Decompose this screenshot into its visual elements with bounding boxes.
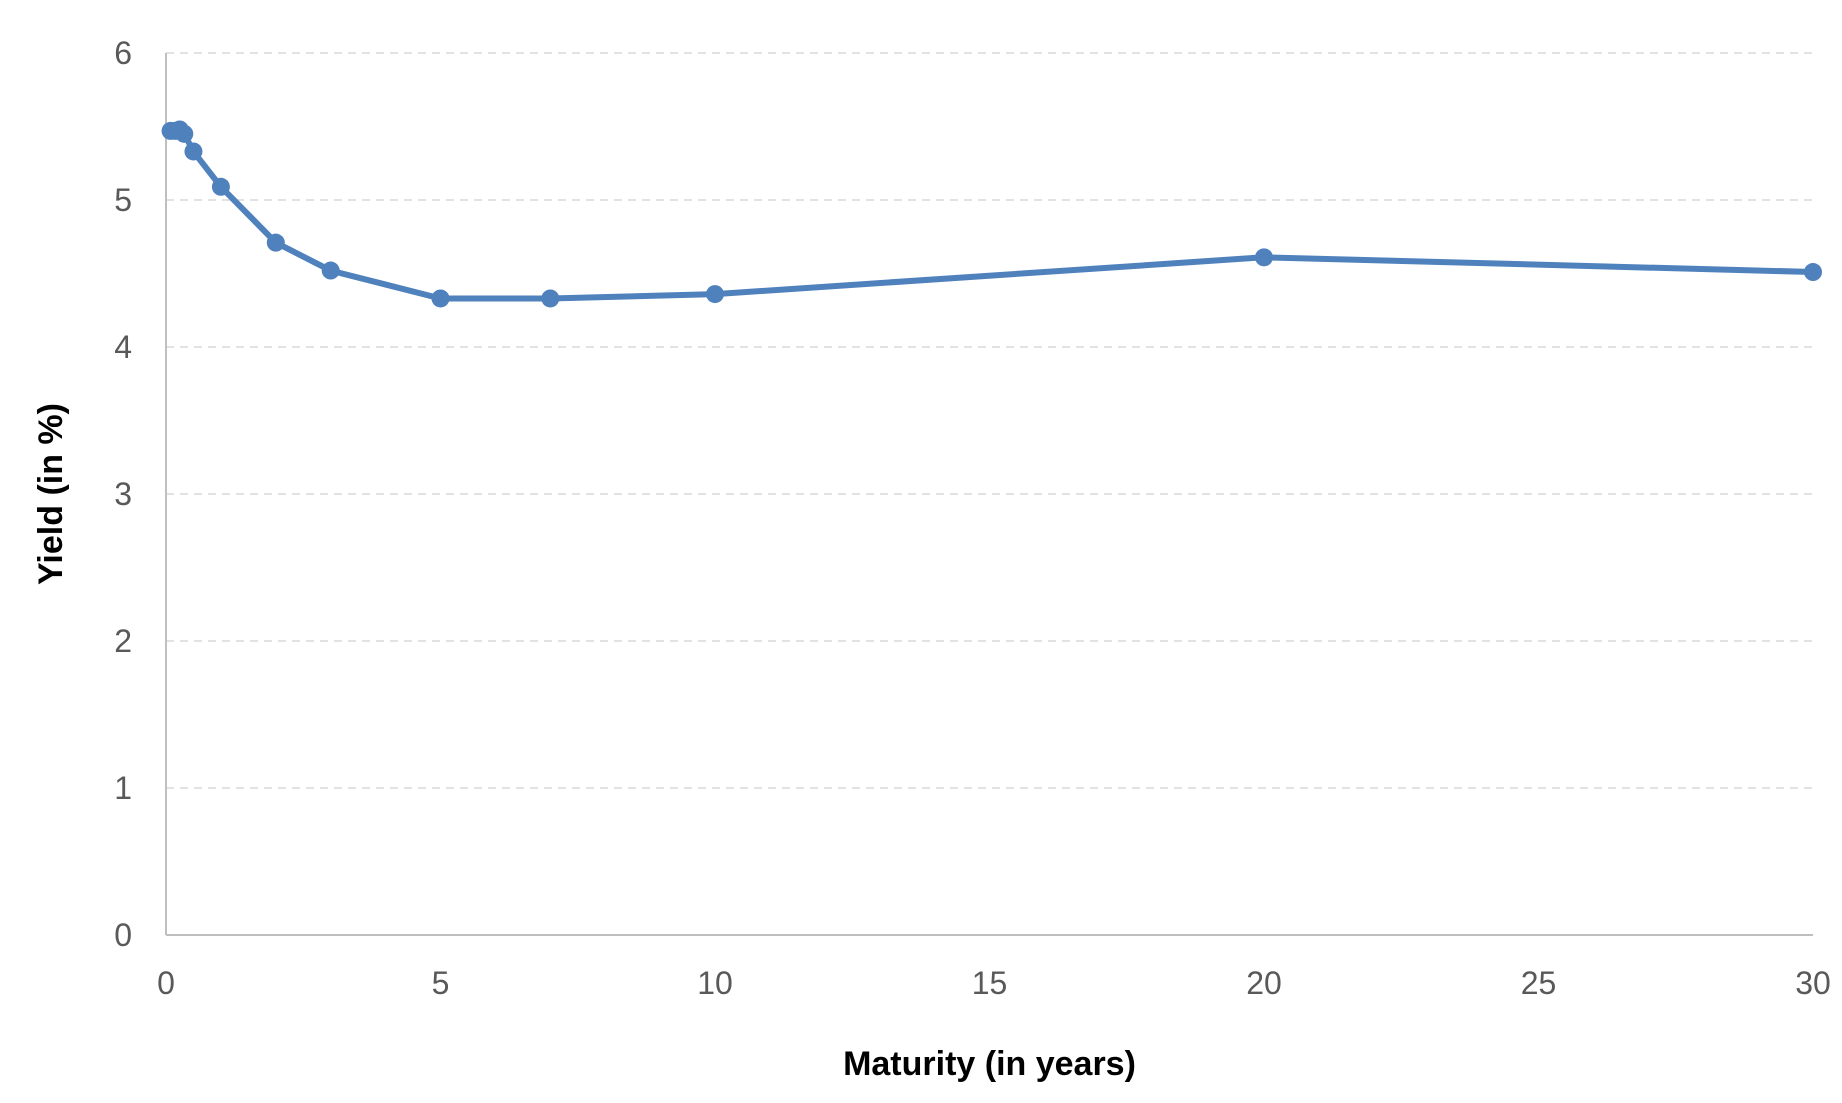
x-tick-label: 15 (972, 965, 1008, 1001)
data-point (706, 285, 724, 304)
series-line (167, 126, 1816, 302)
y-axis-title: Yield (in %) (32, 403, 70, 585)
x-tick-labels: 0 5 10 15 20 25 30 (157, 965, 1831, 1001)
x-tick-label: 30 (1795, 965, 1831, 1001)
x-tick-label: 5 (432, 965, 450, 1001)
y-tick-label: 0 (114, 917, 132, 953)
x-tick-label: 0 (157, 965, 175, 1001)
data-point (321, 261, 340, 280)
data-point (211, 177, 230, 196)
x-axis-title: Maturity (in years) (843, 1045, 1136, 1083)
data-point (1255, 248, 1273, 267)
y-tick-label: 3 (114, 476, 132, 512)
data-point (431, 289, 450, 308)
axes (165, 53, 1813, 936)
data-point (175, 124, 194, 143)
gridlines (166, 52, 1813, 789)
x-tick-label: 10 (697, 965, 733, 1001)
x-tick-label: 25 (1521, 965, 1557, 1001)
data-point (266, 233, 285, 252)
y-tick-label: 1 (114, 770, 132, 806)
y-tick-labels: 0 1 2 3 4 5 6 (114, 35, 132, 953)
y-tick-label: 4 (114, 329, 132, 365)
series-group (161, 120, 1822, 308)
y-tick-label: 5 (114, 182, 132, 218)
y-tick-label: 6 (114, 35, 132, 71)
data-point (1804, 263, 1822, 282)
y-tick-label: 2 (114, 623, 132, 659)
x-tick-label: 20 (1246, 965, 1282, 1001)
data-point (184, 142, 203, 161)
data-point (541, 289, 560, 308)
